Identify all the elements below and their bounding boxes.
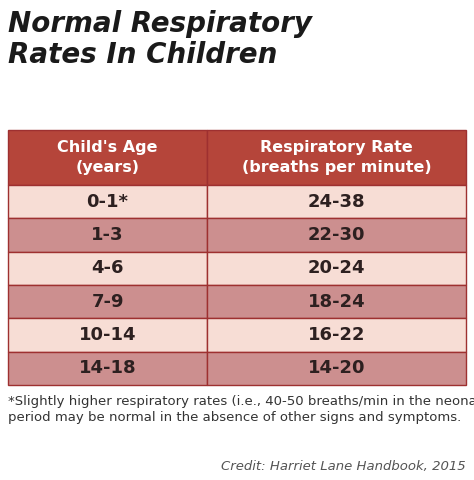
Text: 16-22: 16-22: [308, 326, 365, 344]
Bar: [207, 252, 466, 285]
Text: 4-6: 4-6: [91, 259, 124, 277]
Text: 18-24: 18-24: [308, 293, 365, 311]
Text: 22-30: 22-30: [308, 226, 365, 244]
Text: Credit: Harriet Lane Handbook, 2015: Credit: Harriet Lane Handbook, 2015: [221, 460, 466, 473]
Text: 20-24: 20-24: [308, 259, 365, 277]
Bar: [207, 130, 466, 185]
Text: Respiratory Rate
(breaths per minute): Respiratory Rate (breaths per minute): [242, 140, 431, 175]
Bar: [207, 185, 466, 218]
Bar: [8, 252, 207, 285]
Text: 7-9: 7-9: [91, 293, 124, 311]
Bar: [8, 318, 207, 352]
Bar: [207, 218, 466, 252]
Bar: [207, 352, 466, 385]
Text: *Slightly higher respiratory rates (i.e., 40-50 breaths/min in the neonatal
peri: *Slightly higher respiratory rates (i.e.…: [8, 395, 474, 424]
Text: 10-14: 10-14: [79, 326, 137, 344]
Bar: [207, 285, 466, 318]
Text: 24-38: 24-38: [308, 192, 365, 211]
Bar: [8, 285, 207, 318]
Bar: [8, 352, 207, 385]
Bar: [8, 218, 207, 252]
Text: 14-20: 14-20: [308, 360, 365, 377]
Text: Normal Respiratory
Rates In Children: Normal Respiratory Rates In Children: [8, 10, 312, 69]
Bar: [207, 318, 466, 352]
Text: Child's Age
(years): Child's Age (years): [57, 140, 158, 175]
Bar: [8, 130, 207, 185]
Bar: [8, 185, 207, 218]
Text: 1-3: 1-3: [91, 226, 124, 244]
Text: 0-1*: 0-1*: [87, 192, 128, 211]
Text: 14-18: 14-18: [79, 360, 137, 377]
